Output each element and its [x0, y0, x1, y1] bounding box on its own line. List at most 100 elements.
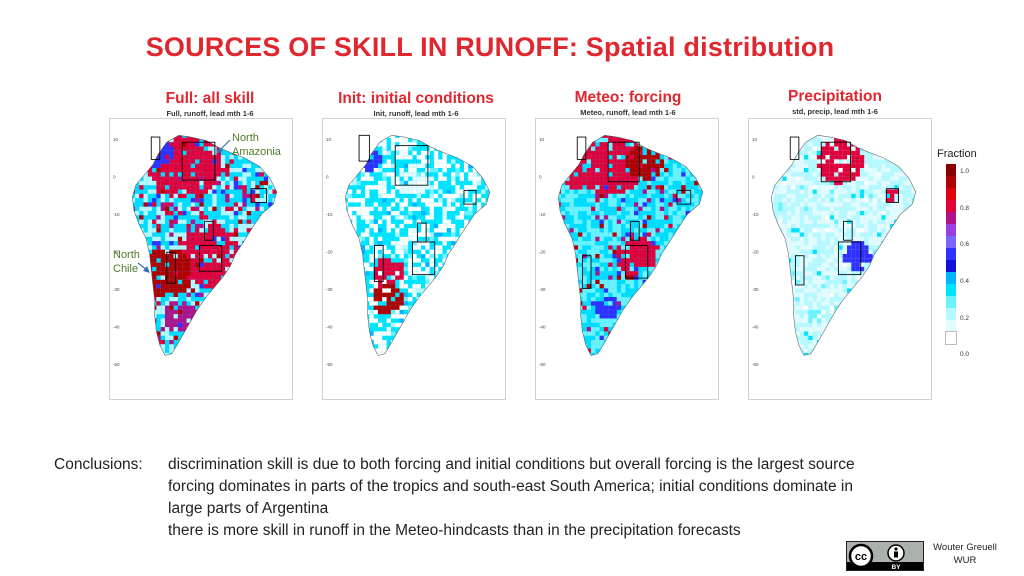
map-init-svg: 100-10-20-30-40-50-80-70-60-50-40: [326, 134, 491, 367]
panel-meteo-heading: Meteo: forcing Meteo, runoff, lead mth 1…: [540, 89, 716, 117]
y-tick-label: -40: [539, 325, 546, 330]
legend-tick-1: 1.0: [960, 168, 970, 175]
y-tick-label: -40: [113, 325, 120, 330]
colorbar-swatch: [946, 236, 956, 248]
y-tick-label: 0: [326, 175, 329, 180]
colorbar-swatch: [946, 308, 956, 320]
colorbar: [945, 164, 957, 345]
region-box: [181, 141, 216, 181]
annotation-north-amazonia-line2: Amazonia: [232, 146, 281, 158]
panel-precip-subtitle: std, precip, lead mth 1-6: [792, 107, 878, 116]
y-tick-label: 10: [113, 137, 119, 142]
conclusion-line-3: large parts of Argentina: [168, 500, 329, 517]
region-box: [411, 241, 436, 276]
map-full: 100-10-20-30-40-50-80-70-60-50-40: [109, 118, 293, 400]
map-precip-svg: 100-10-20-30-40-50-80-70-60-50-40: [752, 135, 917, 367]
region-box: [837, 241, 862, 276]
region-box: [198, 244, 223, 272]
cc-circle-icon: [848, 543, 874, 569]
y-tick-label: -10: [539, 212, 546, 217]
colorbar-swatch: [946, 260, 956, 272]
y-tick-label: -10: [326, 212, 333, 217]
y-tick-label: -50: [539, 362, 546, 367]
region-box: [394, 145, 429, 186]
y-tick-label: -10: [752, 212, 759, 217]
conclusion-line-1: discrimination skill is due to both forc…: [168, 456, 855, 473]
colorbar-swatch: [946, 224, 956, 236]
map-meteo: 100-10-20-30-40-50-80-70-60-50-40: [535, 118, 719, 400]
y-tick-label: -50: [752, 362, 759, 367]
annotation-north-amazonia: North Amazonia: [232, 131, 281, 159]
region-box: [576, 136, 587, 160]
y-tick-label: -40: [326, 325, 333, 330]
annotation-north-amazonia-line1: North: [232, 132, 259, 144]
panel-full-heading: Full: all skill Full, runoff, lead mth 1…: [120, 90, 300, 118]
conclusion-line-4: there is more skill in runoff in the Met…: [168, 522, 741, 539]
arrow-chile-head: [143, 266, 150, 273]
annotation-north-chile-line2: Chile: [113, 263, 139, 275]
region-box: [794, 255, 805, 286]
region-box: [250, 188, 267, 203]
y-tick-label: 0: [113, 175, 116, 180]
region-box: [358, 134, 370, 162]
conclusions-text: discrimination skill is due to both forc…: [168, 454, 968, 542]
region-box: [820, 141, 851, 183]
legend-tick-06: 0.6: [960, 241, 970, 248]
y-tick-label: 10: [752, 137, 758, 142]
y-tick-label: -30: [539, 287, 546, 292]
panel-init-heading: Init: initial conditions Init, runoff, l…: [318, 90, 514, 118]
y-tick-label: -20: [539, 250, 546, 255]
colorbar-swatch: [946, 320, 956, 332]
annotation-north-chile-line1: North: [113, 249, 140, 261]
map-meteo-svg: 100-10-20-30-40-50-80-70-60-50-40: [539, 135, 704, 367]
colorbar-swatch: [946, 164, 956, 176]
colorbar-swatch: [946, 200, 956, 212]
panel-meteo-title: Meteo: forcing: [574, 89, 682, 106]
y-tick-label: -30: [113, 287, 120, 292]
legend-tick-08: 0.8: [960, 205, 970, 212]
y-tick-label: -20: [113, 250, 120, 255]
region-box: [676, 189, 692, 205]
region-box: [789, 136, 800, 160]
region-box: [886, 188, 900, 203]
colorbar-swatch: [946, 272, 956, 284]
legend-tick-04: 0.4: [960, 278, 970, 285]
legend-tick-00: 0.0: [960, 351, 970, 358]
map-init: 100-10-20-30-40-50-80-70-60-50-40: [322, 118, 506, 400]
region-box: [581, 255, 592, 289]
region-box: [630, 220, 640, 241]
region-box: [166, 251, 176, 284]
legend-title: Fraction: [937, 148, 977, 160]
y-tick-label: -30: [752, 287, 759, 292]
y-tick-label: -50: [326, 362, 333, 367]
by-text: BY: [891, 564, 901, 570]
annotation-north-chile: North Chile: [113, 248, 140, 276]
map-full-svg: 100-10-20-30-40-50-80-70-60-50-40: [113, 135, 278, 367]
colorbar-swatch: [946, 212, 956, 224]
conclusion-line-2: forcing dominates in parts of the tropic…: [168, 478, 853, 495]
y-tick-label: -10: [113, 212, 120, 217]
colorbar-swatch: [946, 284, 956, 296]
cc-by-license-badge: cc BY: [846, 541, 924, 571]
y-tick-label: 0: [539, 175, 542, 180]
y-tick-label: -20: [326, 250, 333, 255]
panel-full-title: Full: all skill: [165, 90, 255, 107]
region-box: [624, 244, 649, 279]
page-title: SOURCES OF SKILL IN RUNOFF: Spatial dist…: [145, 32, 835, 62]
colorbar-swatch: [945, 331, 957, 345]
panel-init-title: Init: initial conditions: [338, 90, 494, 107]
cc-by-icon: cc BY: [847, 542, 923, 571]
arrow-amazonia-head: [216, 147, 223, 154]
panel-full-subtitle: Full, runoff, lead mth 1-6: [166, 109, 254, 118]
region-box: [374, 244, 384, 282]
region-box: [463, 189, 477, 205]
y-tick-label: -20: [752, 250, 759, 255]
y-tick-label: 0: [752, 175, 755, 180]
legend-tick-02: 0.2: [960, 315, 970, 322]
region-box: [204, 220, 214, 241]
region-box: [150, 136, 161, 160]
y-tick-label: 10: [539, 137, 545, 142]
panel-init-subtitle: Init, runoff, lead mth 1-6: [373, 109, 459, 118]
author-credit: Wouter Greuell WUR: [925, 541, 1005, 567]
